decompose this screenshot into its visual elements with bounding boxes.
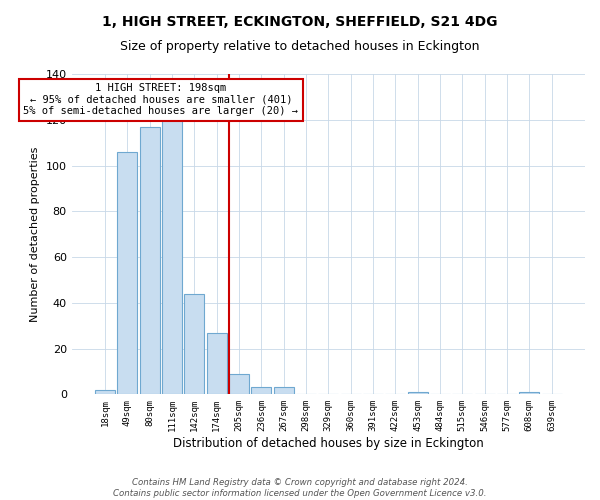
- Bar: [206, 332, 227, 394]
- Bar: [519, 392, 539, 394]
- Bar: [140, 126, 160, 394]
- Text: 1, HIGH STREET, ECKINGTON, SHEFFIELD, S21 4DG: 1, HIGH STREET, ECKINGTON, SHEFFIELD, S2…: [102, 15, 498, 29]
- Bar: [118, 152, 137, 394]
- Text: 1 HIGH STREET: 198sqm
← 95% of detached houses are smaller (401)
5% of semi-deta: 1 HIGH STREET: 198sqm ← 95% of detached …: [23, 83, 298, 116]
- Bar: [184, 294, 205, 394]
- Bar: [274, 388, 294, 394]
- X-axis label: Distribution of detached houses by size in Eckington: Distribution of detached houses by size …: [173, 437, 484, 450]
- Text: Size of property relative to detached houses in Eckington: Size of property relative to detached ho…: [120, 40, 480, 53]
- Bar: [95, 390, 115, 394]
- Bar: [407, 392, 428, 394]
- Bar: [251, 388, 271, 394]
- Bar: [162, 90, 182, 394]
- Bar: [229, 374, 249, 394]
- Text: Contains HM Land Registry data © Crown copyright and database right 2024.
Contai: Contains HM Land Registry data © Crown c…: [113, 478, 487, 498]
- Y-axis label: Number of detached properties: Number of detached properties: [30, 146, 40, 322]
